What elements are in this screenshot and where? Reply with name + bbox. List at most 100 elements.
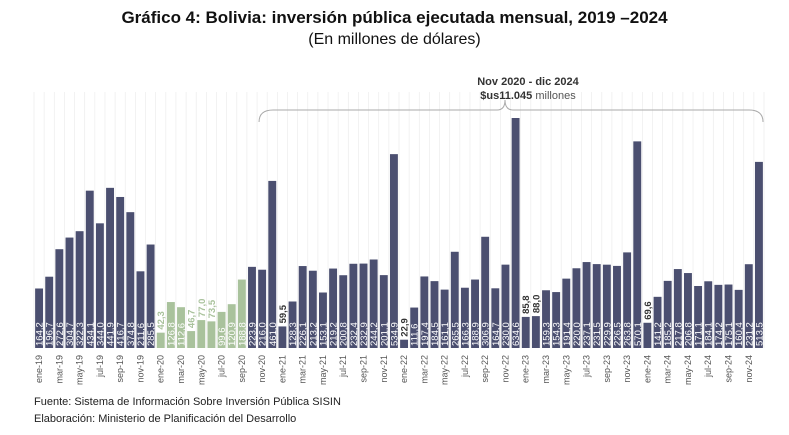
bar — [613, 265, 621, 348]
bar — [440, 289, 449, 348]
data-label: 223,9 — [247, 322, 258, 346]
bar — [95, 223, 104, 348]
data-label: 232,4 — [349, 322, 360, 346]
bar — [278, 326, 287, 348]
data-label: 216,0 — [258, 322, 269, 346]
bar — [430, 281, 439, 348]
x-tick-label: nov-19 — [135, 355, 145, 383]
x-tick-label: ene-23 — [521, 355, 531, 383]
data-label: 46,7 — [187, 310, 198, 329]
bar — [379, 275, 388, 348]
x-tick-label: jul-19 — [95, 355, 105, 378]
data-label: 22,9 — [400, 318, 411, 337]
x-tick-label: nov-23 — [622, 355, 632, 383]
data-label: 263,8 — [623, 322, 634, 346]
data-label: 185,2 — [663, 322, 674, 346]
x-tick-label: may-19 — [75, 355, 85, 385]
data-label: 306,9 — [481, 322, 492, 346]
data-label: 513,5 — [754, 322, 765, 346]
data-label: 171,1 — [694, 322, 705, 346]
bar — [75, 231, 84, 348]
bar — [369, 259, 378, 348]
data-label: 153,1 — [318, 322, 329, 346]
bar — [106, 187, 114, 348]
data-label: 200,8 — [339, 322, 350, 346]
data-label: 184,5 — [430, 322, 441, 346]
data-label: 184,1 — [704, 322, 715, 346]
data-label: 188,8 — [237, 322, 248, 346]
data-label: 161,1 — [440, 322, 451, 346]
bar — [156, 332, 165, 348]
bar — [450, 251, 459, 348]
bar — [552, 292, 561, 348]
bar — [481, 236, 490, 348]
bar — [410, 307, 419, 348]
range-brace — [258, 99, 764, 123]
data-label: 230,0 — [501, 322, 512, 346]
bar — [663, 280, 672, 348]
bar — [217, 311, 226, 348]
bar — [734, 289, 743, 348]
data-label: 42,3 — [156, 311, 167, 330]
bar — [623, 252, 632, 348]
bar — [227, 304, 236, 348]
bar — [400, 339, 409, 348]
x-tick-label: mar-22 — [419, 355, 429, 384]
data-label: 220,0 — [572, 322, 583, 346]
data-label: 196,7 — [45, 322, 56, 346]
bar — [35, 288, 44, 348]
data-label: 211,6 — [136, 323, 147, 346]
bar — [633, 141, 642, 348]
bar — [420, 276, 429, 348]
bar — [724, 284, 733, 348]
data-label: 88,0 — [531, 295, 542, 314]
bar — [126, 212, 135, 348]
bar — [329, 268, 338, 348]
data-label: 265,5 — [450, 322, 461, 346]
data-label: 322,3 — [75, 322, 86, 346]
bar — [602, 264, 611, 348]
data-label: 69,6 — [643, 301, 654, 320]
data-label: 304,7 — [65, 322, 76, 346]
data-label: 416,7 — [116, 322, 127, 346]
data-label: 217,8 — [673, 322, 684, 346]
x-tick-label: may-21 — [318, 355, 328, 385]
data-label: 226,1 — [298, 322, 309, 346]
bar — [65, 237, 74, 348]
bar — [714, 284, 723, 348]
bar — [673, 269, 682, 348]
x-tick-label: jul-24 — [703, 355, 713, 378]
data-label: 85,8 — [521, 295, 532, 314]
x-tick-label: sep-23 — [602, 355, 612, 383]
data-label: 634,6 — [511, 322, 522, 346]
data-label: 126,8 — [166, 322, 177, 346]
bar — [592, 264, 601, 348]
bar — [288, 301, 297, 348]
bar — [136, 271, 145, 348]
x-tick-label: may-20 — [196, 355, 206, 385]
bar — [177, 307, 185, 348]
data-label: 191,4 — [562, 322, 573, 346]
data-label: 99,6 — [217, 328, 228, 347]
data-label: 244,2 — [369, 322, 380, 346]
data-label: 154,3 — [552, 322, 563, 346]
bar — [562, 278, 571, 348]
data-label: 231,5 — [592, 322, 603, 346]
data-label: 344,0 — [95, 322, 106, 346]
bar — [643, 322, 652, 348]
bar — [237, 279, 246, 348]
data-label: 197,4 — [420, 322, 431, 346]
x-tick-label: nov-20 — [257, 355, 267, 383]
bar — [653, 296, 662, 348]
data-label: 534,9 — [389, 322, 400, 346]
bar — [166, 302, 175, 348]
x-tick-label: may-23 — [561, 355, 571, 385]
data-label: 441,9 — [106, 322, 117, 346]
bar — [531, 316, 540, 348]
x-tick-label: ene-24 — [642, 355, 652, 383]
data-label: 374,8 — [126, 322, 137, 346]
data-label: 232,9 — [359, 322, 370, 346]
bar — [582, 262, 591, 348]
bar — [298, 266, 307, 348]
